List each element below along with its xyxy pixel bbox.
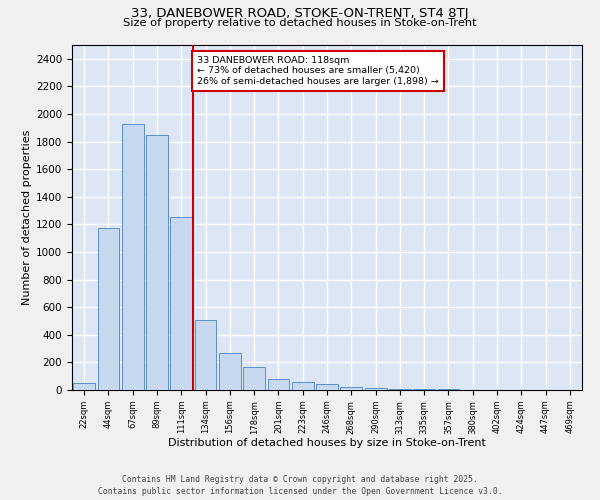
Text: Size of property relative to detached houses in Stoke-on-Trent: Size of property relative to detached ho… [123, 18, 477, 28]
Bar [170, 218, 192, 390]
Text: 33 DANEBOWER ROAD: 118sqm
← 73% of detached houses are smaller (5,420)
26% of se: 33 DANEBOWER ROAD: 118sqm ← 73% of detac… [197, 56, 439, 86]
Bar [340, 386, 362, 390]
Bar [316, 384, 338, 390]
Bar [73, 383, 95, 390]
Bar [268, 379, 289, 390]
Y-axis label: Number of detached properties: Number of detached properties [22, 130, 32, 305]
Bar [389, 388, 411, 390]
Bar [292, 382, 314, 390]
Bar [219, 352, 241, 390]
Bar [122, 124, 143, 390]
Text: Contains HM Land Registry data © Crown copyright and database right 2025.
Contai: Contains HM Land Registry data © Crown c… [98, 474, 502, 496]
Bar [413, 389, 435, 390]
X-axis label: Distribution of detached houses by size in Stoke-on-Trent: Distribution of detached houses by size … [168, 438, 486, 448]
Bar [365, 388, 386, 390]
Text: 33, DANEBOWER ROAD, STOKE-ON-TRENT, ST4 8TJ: 33, DANEBOWER ROAD, STOKE-ON-TRENT, ST4 … [131, 8, 469, 20]
Bar [97, 228, 119, 390]
Bar [146, 134, 168, 390]
Bar [243, 367, 265, 390]
Bar [194, 320, 217, 390]
